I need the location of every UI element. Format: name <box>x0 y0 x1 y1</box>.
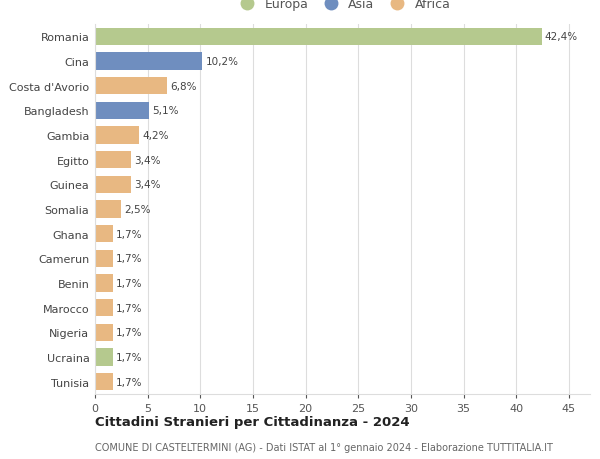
Text: 3,4%: 3,4% <box>134 155 160 165</box>
Text: 1,7%: 1,7% <box>116 303 143 313</box>
Bar <box>95 373 113 391</box>
Text: COMUNE DI CASTELTERMINI (AG) - Dati ISTAT al 1° gennaio 2024 - Elaborazione TUTT: COMUNE DI CASTELTERMINI (AG) - Dati ISTA… <box>95 442 553 452</box>
Bar <box>95 275 113 292</box>
Bar <box>95 127 139 144</box>
Text: 6,8%: 6,8% <box>170 82 196 91</box>
Bar <box>95 176 131 194</box>
Text: 5,1%: 5,1% <box>152 106 178 116</box>
Text: 3,4%: 3,4% <box>134 180 160 190</box>
Text: 42,4%: 42,4% <box>545 32 578 42</box>
Text: Cittadini Stranieri per Cittadinanza - 2024: Cittadini Stranieri per Cittadinanza - 2… <box>95 415 410 428</box>
Text: 1,7%: 1,7% <box>116 377 143 387</box>
Bar <box>95 324 113 341</box>
Bar <box>95 201 121 218</box>
Bar <box>95 53 202 71</box>
Bar <box>95 28 542 46</box>
Text: 1,7%: 1,7% <box>116 352 143 362</box>
Bar <box>95 348 113 366</box>
Bar <box>95 299 113 317</box>
Legend: Europa, Asia, Africa: Europa, Asia, Africa <box>231 0 454 15</box>
Text: 1,7%: 1,7% <box>116 229 143 239</box>
Bar <box>95 78 167 95</box>
Text: 1,7%: 1,7% <box>116 279 143 288</box>
Bar <box>95 102 149 120</box>
Text: 1,7%: 1,7% <box>116 328 143 338</box>
Text: 10,2%: 10,2% <box>206 57 239 67</box>
Bar <box>95 225 113 243</box>
Text: 1,7%: 1,7% <box>116 254 143 264</box>
Text: 4,2%: 4,2% <box>142 131 169 141</box>
Bar <box>95 250 113 268</box>
Text: 2,5%: 2,5% <box>124 205 151 214</box>
Bar <box>95 152 131 169</box>
